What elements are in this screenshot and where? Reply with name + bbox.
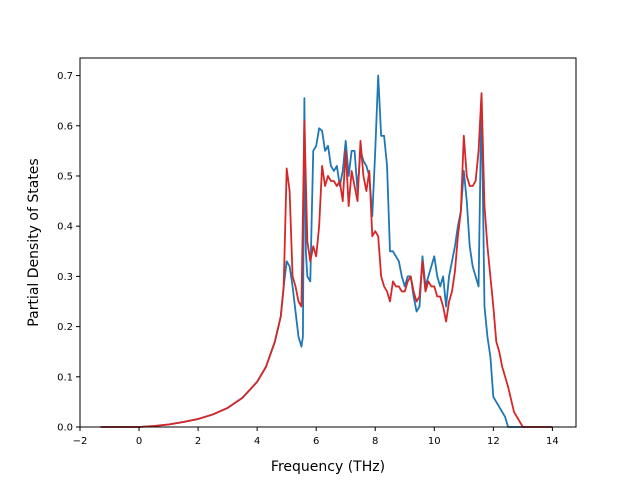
y-tick-label: 0.5 bbox=[57, 171, 73, 182]
x-axis-label: Frequency (THz) bbox=[271, 459, 385, 475]
y-axis-ticks: 0.0 0.1 0.2 0.3 0.4 0.5 0.6 0.7 bbox=[57, 71, 80, 434]
series-line-2 bbox=[100, 92, 553, 428]
x-tick-label: 4 bbox=[254, 436, 260, 447]
series-layer bbox=[100, 74, 553, 428]
y-tick-label: 0.7 bbox=[57, 71, 73, 82]
y-tick-label: 0.6 bbox=[57, 121, 73, 132]
y-tick-label: 0.0 bbox=[57, 423, 73, 434]
x-tick-label: 2 bbox=[195, 436, 201, 447]
y-tick-label: 0.2 bbox=[57, 322, 73, 333]
y-tick-label: 0.3 bbox=[57, 272, 73, 283]
series-line-1 bbox=[100, 74, 553, 428]
plot-frame bbox=[79, 57, 577, 428]
x-tick-label: 8 bbox=[372, 436, 378, 447]
y-tick-label: 0.4 bbox=[57, 222, 73, 233]
x-tick-label: 14 bbox=[546, 436, 559, 447]
x-tick-label: 12 bbox=[487, 436, 500, 447]
y-axis-label: Partial Density of States bbox=[26, 158, 42, 326]
x-tick-label: 10 bbox=[428, 436, 441, 447]
y-tick-label: 0.1 bbox=[57, 372, 73, 383]
x-tick-label: 6 bbox=[313, 436, 319, 447]
x-tick-label: 0 bbox=[136, 436, 142, 447]
x-tick-label: −2 bbox=[73, 436, 88, 447]
x-axis-ticks: −2 0 2 4 6 8 10 12 14 bbox=[73, 427, 559, 447]
